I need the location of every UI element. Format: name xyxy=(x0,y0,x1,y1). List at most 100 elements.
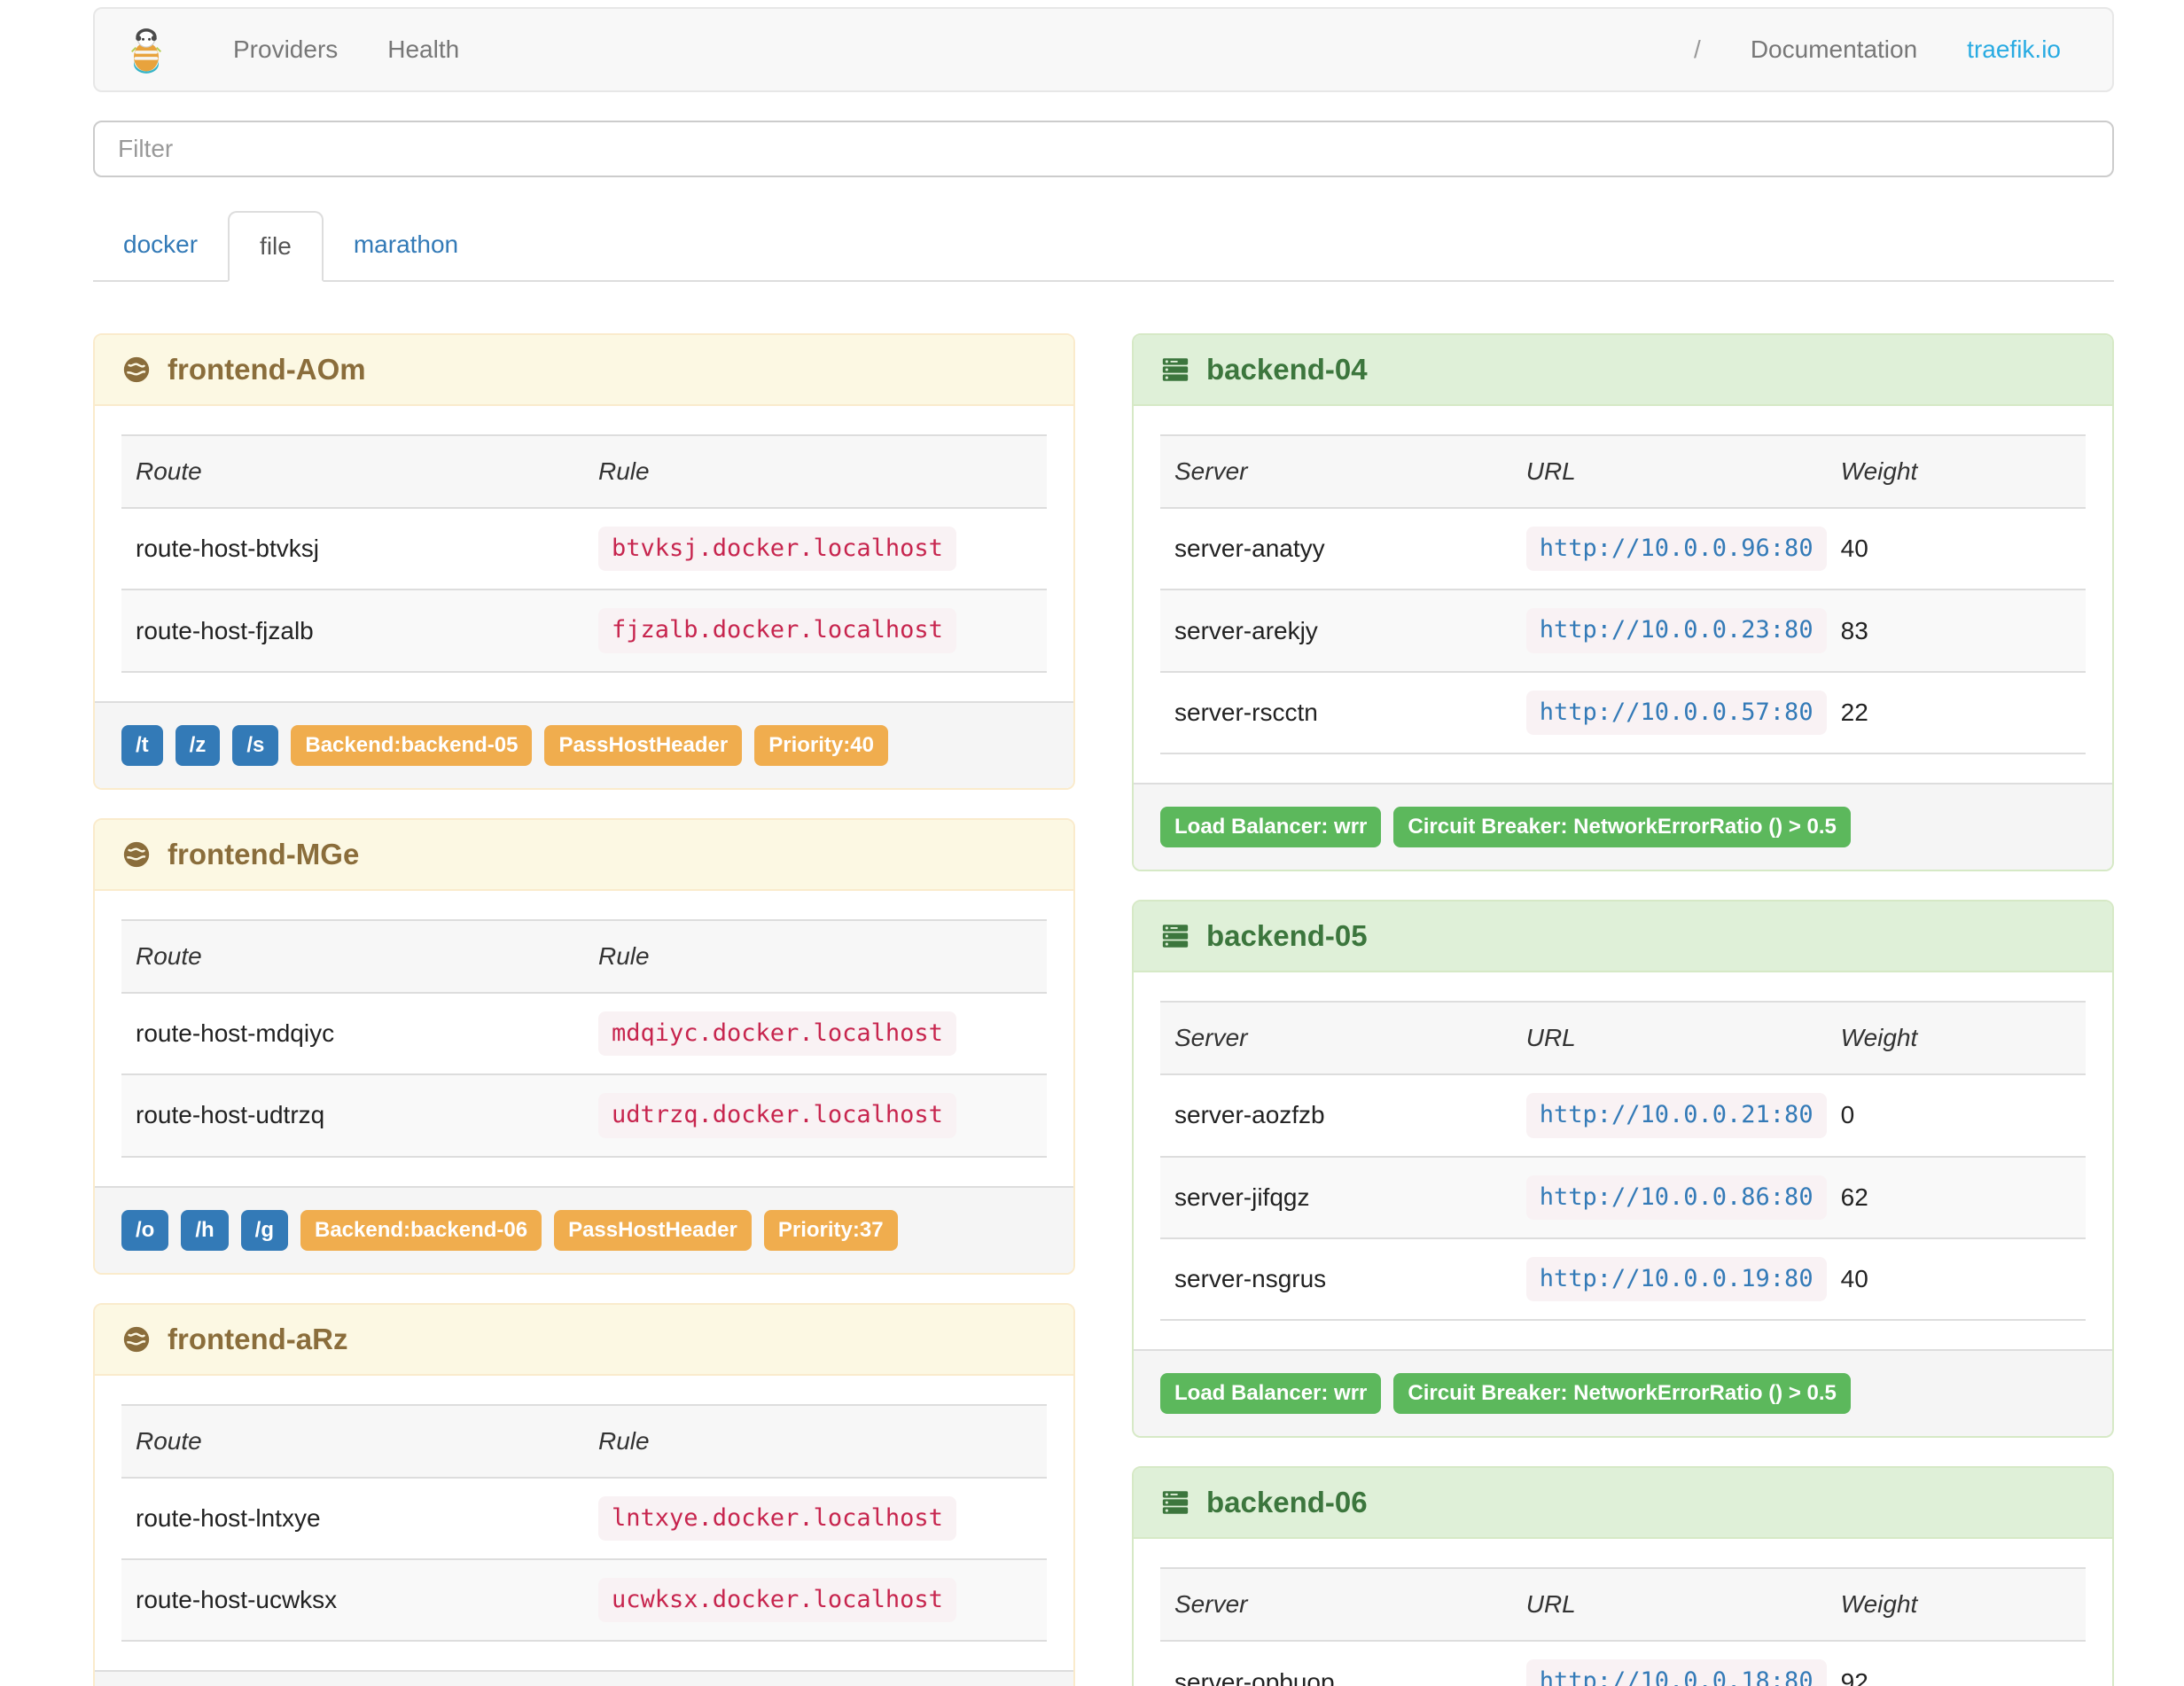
column-header-route: Route xyxy=(136,1426,202,1455)
table-row: route-host-mdqiyc mdqiyc.docker.localhos… xyxy=(121,992,1047,1074)
tab-docker[interactable]: docker xyxy=(123,230,199,258)
frontend-card-header: frontend-AOm xyxy=(95,335,1073,406)
server-weight: 83 xyxy=(1840,616,1868,644)
table-header-row: Server URL Weight xyxy=(1160,1002,2086,1075)
table-row: server-opbuop http://10.0.0.18:80 92 xyxy=(1160,1641,2086,1686)
backend-card-footer: Load Balancer: wrr Circuit Breaker: Netw… xyxy=(1134,783,2112,870)
column-header-server: Server xyxy=(1174,1024,1248,1052)
column-header-server: Server xyxy=(1174,457,1248,485)
server-weight: 0 xyxy=(1840,1101,1855,1129)
backends-column: backend-04 Server URL Weight xyxy=(1132,333,2114,1686)
server-stack-icon xyxy=(1160,355,1190,385)
table-row: server-aozfzb http://10.0.0.21:80 0 xyxy=(1160,1074,2086,1156)
server-stack-icon xyxy=(1160,921,1190,951)
frontend-card-header: frontend-MGe xyxy=(95,819,1073,891)
column-header-rule: Rule xyxy=(598,941,650,970)
routes-table: Route Rule route-host-btvksj btvksj.dock… xyxy=(121,434,1047,673)
entrypoint-badge: /t xyxy=(121,724,163,766)
servers-table: Server URL Weight server-aozfzb http://1… xyxy=(1160,1001,2086,1321)
table-header-row: Server URL Weight xyxy=(1160,435,2086,508)
tab-file[interactable]: file xyxy=(228,211,324,282)
rule-code: mdqiyc.docker.localhost xyxy=(598,1011,956,1057)
frontend-title: frontend-MGe xyxy=(168,837,360,870)
server-url-code: http://10.0.0.23:80 xyxy=(1525,608,1827,653)
server-url-code: http://10.0.0.19:80 xyxy=(1525,1256,1827,1302)
backend-card-06: backend-06 Server URL Weight xyxy=(1132,1466,2114,1686)
servers-table: Server URL Weight server-anatyy http://1… xyxy=(1160,434,2086,754)
server-weight: 22 xyxy=(1840,698,1868,726)
rule-code: udtrzq.docker.localhost xyxy=(598,1093,956,1138)
entrypoint-badge: /s xyxy=(232,724,279,766)
frontend-card-aom: frontend-AOm Route Rule route-host-btvk xyxy=(93,333,1075,790)
backend-ref-badge: Backend:backend-05 xyxy=(291,724,533,766)
frontend-title: frontend-aRz xyxy=(168,1322,348,1355)
server-weight: 40 xyxy=(1840,1265,1868,1293)
backend-card-04: backend-04 Server URL Weight xyxy=(1132,333,2114,872)
globe-icon xyxy=(121,1324,152,1354)
passhostheader-badge: PassHostHeader xyxy=(544,724,743,766)
server-url-code: http://10.0.0.86:80 xyxy=(1525,1175,1827,1220)
server-url-code: http://10.0.0.18:80 xyxy=(1525,1659,1827,1686)
entrypoint-badge: /o xyxy=(121,1209,169,1251)
column-header-route: Route xyxy=(136,457,202,485)
rule-code: btvksj.docker.localhost xyxy=(598,527,956,572)
table-header-row: Route Rule xyxy=(121,919,1047,993)
priority-badge: Priority:40 xyxy=(754,724,888,766)
nav-health-link[interactable]: Health xyxy=(387,35,460,63)
table-header-row: Route Rule xyxy=(121,435,1047,508)
nav-providers-link[interactable]: Providers xyxy=(233,35,339,63)
server-name: server-jifqgz xyxy=(1174,1183,1310,1211)
table-row: route-host-ucwksx ucwksx.docker.localhos… xyxy=(121,1558,1047,1642)
traefik-logo-icon[interactable] xyxy=(121,25,171,74)
load-balancer-badge: Load Balancer: wrr xyxy=(1160,807,1382,848)
server-name: server-nsgrus xyxy=(1174,1265,1327,1293)
nav-documentation-link[interactable]: Documentation xyxy=(1750,35,1918,63)
table-row: route-host-lntxye lntxye.docker.localhos… xyxy=(121,1477,1047,1559)
backend-card-header: backend-06 xyxy=(1134,1468,2112,1540)
backend-card-footer: Load Balancer: wrr Circuit Breaker: Netw… xyxy=(1134,1349,2112,1437)
nav-traefik-io-link[interactable]: traefik.io xyxy=(1967,35,2061,63)
backend-card-05: backend-05 Server URL Weight xyxy=(1132,900,2114,1439)
entrypoint-badge: /g xyxy=(240,1209,288,1251)
navbar: Providers Health / Documentation traefik… xyxy=(93,7,2114,92)
server-weight: 62 xyxy=(1840,1183,1868,1211)
frontend-card-mge: frontend-MGe Route Rule route-host-mdqi xyxy=(93,817,1075,1275)
column-header-weight: Weight xyxy=(1840,457,1918,485)
route-name: route-host-mdqiyc xyxy=(136,1019,335,1047)
column-header-rule: Rule xyxy=(598,457,650,485)
backend-ref-badge: Backend:backend-06 xyxy=(300,1209,542,1251)
globe-icon xyxy=(121,839,152,870)
filter-input[interactable] xyxy=(93,121,2114,177)
route-name: route-host-fjzalb xyxy=(136,616,314,644)
globe-icon xyxy=(121,355,152,385)
tab-marathon[interactable]: marathon xyxy=(353,230,459,258)
column-header-rule: Rule xyxy=(598,1426,650,1455)
rule-code: ucwksx.docker.localhost xyxy=(598,1577,956,1623)
route-name: route-host-ucwksx xyxy=(136,1586,338,1614)
server-name: server-rscctn xyxy=(1174,698,1318,726)
server-weight: 92 xyxy=(1840,1667,1868,1686)
rule-code: lntxye.docker.localhost xyxy=(598,1495,956,1541)
load-balancer-badge: Load Balancer: wrr xyxy=(1160,1373,1382,1415)
table-header-row: Route Rule xyxy=(121,1404,1047,1478)
server-name: server-opbuop xyxy=(1174,1667,1335,1686)
circuit-breaker-badge: Circuit Breaker: NetworkErrorRatio () > … xyxy=(1393,1373,1851,1415)
server-url-code: http://10.0.0.21:80 xyxy=(1525,1093,1827,1138)
table-row: server-nsgrus http://10.0.0.19:80 40 xyxy=(1160,1237,2086,1321)
frontends-column: frontend-AOm Route Rule route-host-btvk xyxy=(93,333,1075,1686)
frontend-card-footer: /t /z /s Backend:backend-05 PassHostHead… xyxy=(95,700,1073,788)
table-row: server-anatyy http://10.0.0.96:80 40 xyxy=(1160,508,2086,589)
table-row: route-host-btvksj btvksj.docker.localhos… xyxy=(121,508,1047,589)
table-row: server-arekjy http://10.0.0.23:80 83 xyxy=(1160,589,2086,672)
frontend-card-header: frontend-aRz xyxy=(95,1304,1073,1376)
entrypoint-badge: /z xyxy=(175,724,221,766)
server-name: server-anatyy xyxy=(1174,535,1325,563)
server-url-code: http://10.0.0.96:80 xyxy=(1525,527,1827,572)
passhostheader-badge: PassHostHeader xyxy=(554,1209,752,1251)
column-header-server: Server xyxy=(1174,1590,1248,1619)
circuit-breaker-badge: Circuit Breaker: NetworkErrorRatio () > … xyxy=(1393,807,1851,848)
server-name: server-aozfzb xyxy=(1174,1101,1325,1129)
column-header-url: URL xyxy=(1525,1590,1576,1619)
backend-title: backend-04 xyxy=(1206,353,1368,386)
table-row: route-host-fjzalb fjzalb.docker.localhos… xyxy=(121,589,1047,672)
